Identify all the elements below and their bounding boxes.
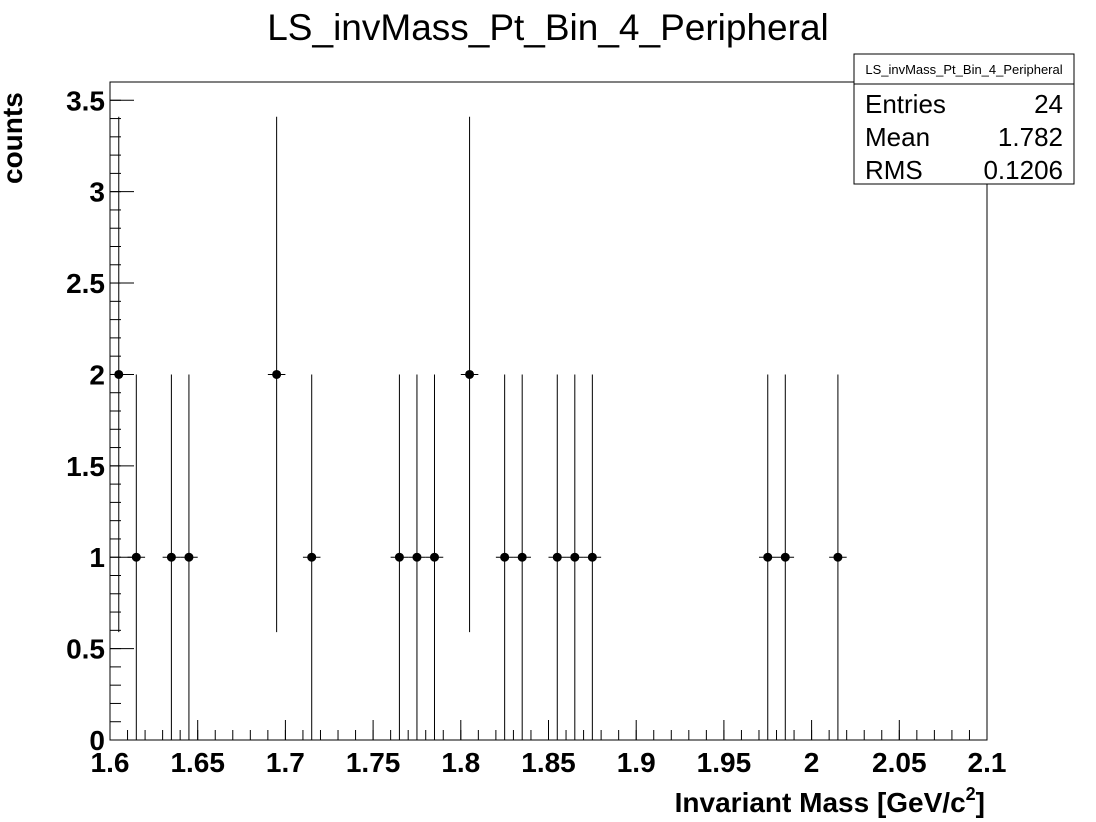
- x-tick-label: 1.75: [346, 747, 401, 778]
- data-point: [548, 374, 567, 740]
- x-tick-label: 1.8: [441, 747, 480, 778]
- point-marker: [166, 552, 176, 562]
- point-marker: [763, 552, 773, 562]
- data-point: [390, 374, 409, 740]
- point-marker: [587, 552, 597, 562]
- stats-box-title: LS_invMass_Pt_Bin_4_Peripheral: [865, 62, 1062, 77]
- point-marker: [552, 552, 562, 562]
- data-points: [110, 116, 847, 740]
- x-tick-label: 1.85: [521, 747, 576, 778]
- x-axis-label-main: Invariant Mass [GeV/c: [675, 787, 966, 818]
- point-marker: [833, 552, 843, 562]
- x-tick-label: 1.6: [91, 747, 130, 778]
- stats-rms-value: 0.1206: [983, 155, 1063, 185]
- data-point: [776, 374, 795, 740]
- point-marker: [307, 552, 317, 562]
- stats-box-frame: [853, 53, 1075, 185]
- y-tick-label: 3: [89, 177, 105, 208]
- point-marker: [114, 369, 124, 379]
- x-axis-label-superscript: 2: [966, 784, 976, 804]
- x-tick-label: 2.1: [968, 747, 1007, 778]
- x-tick-label: 2: [804, 747, 820, 778]
- data-point: [460, 116, 479, 633]
- y-tick-label: 2: [89, 359, 105, 390]
- stats-box: LS_invMass_Pt_Bin_4_Peripheral Entries 2…: [853, 53, 1075, 185]
- point-marker: [429, 552, 439, 562]
- x-tick-label: 1.95: [697, 747, 752, 778]
- data-point: [267, 116, 286, 633]
- y-axis-label: counts: [0, 92, 28, 184]
- x-axis-label-end: ]: [976, 787, 985, 818]
- y-tick-label: 0.5: [66, 634, 105, 665]
- point-marker: [570, 552, 580, 562]
- point-marker: [394, 552, 404, 562]
- x-tick-label: 1.9: [617, 747, 656, 778]
- stats-entries-label: Entries: [865, 89, 946, 119]
- data-point: [302, 374, 321, 740]
- data-point: [425, 374, 444, 740]
- data-point: [583, 374, 602, 740]
- x-tick-label: 1.7: [266, 747, 305, 778]
- stats-entries-value: 24: [1034, 89, 1063, 119]
- point-marker: [500, 552, 510, 562]
- data-point: [408, 374, 426, 740]
- y-tick-label: 1: [89, 542, 105, 573]
- data-point: [162, 374, 181, 740]
- data-point: [110, 116, 128, 633]
- data-point: [127, 374, 146, 740]
- data-point: [495, 374, 514, 740]
- point-marker: [412, 552, 422, 562]
- data-point: [829, 374, 847, 740]
- stats-mean-value: 1.782: [998, 122, 1063, 152]
- y-tick-label: 0: [89, 725, 105, 756]
- point-marker: [465, 369, 475, 379]
- data-point: [513, 374, 531, 740]
- y-axis: 0 0.5 1 1.5 2 2.5 3 3.5: [66, 81, 134, 756]
- stats-rms-label: RMS: [865, 155, 923, 185]
- x-axis: 1.6 1.65 1.7 1.75 1.8 1.85 1.9 1.95 2 2.05 2.1: [91, 720, 1007, 778]
- y-tick-label: 1.5: [66, 451, 105, 482]
- point-marker: [517, 552, 527, 562]
- point-marker: [131, 552, 141, 562]
- point-marker: [272, 369, 282, 379]
- x-tick-label: 1.65: [170, 747, 225, 778]
- x-tick-label: 2.05: [872, 747, 927, 778]
- point-marker: [780, 552, 790, 562]
- data-point: [566, 374, 584, 740]
- point-marker: [184, 552, 194, 562]
- data-point: [758, 374, 777, 740]
- chart-title: LS_invMass_Pt_Bin_4_Peripheral: [267, 7, 829, 48]
- y-tick-label: 2.5: [66, 268, 105, 299]
- y-tick-label: 3.5: [66, 85, 105, 116]
- data-point: [180, 374, 198, 740]
- x-axis-label: Invariant Mass [GeV/c2]: [675, 784, 985, 818]
- stats-mean-label: Mean: [865, 122, 930, 152]
